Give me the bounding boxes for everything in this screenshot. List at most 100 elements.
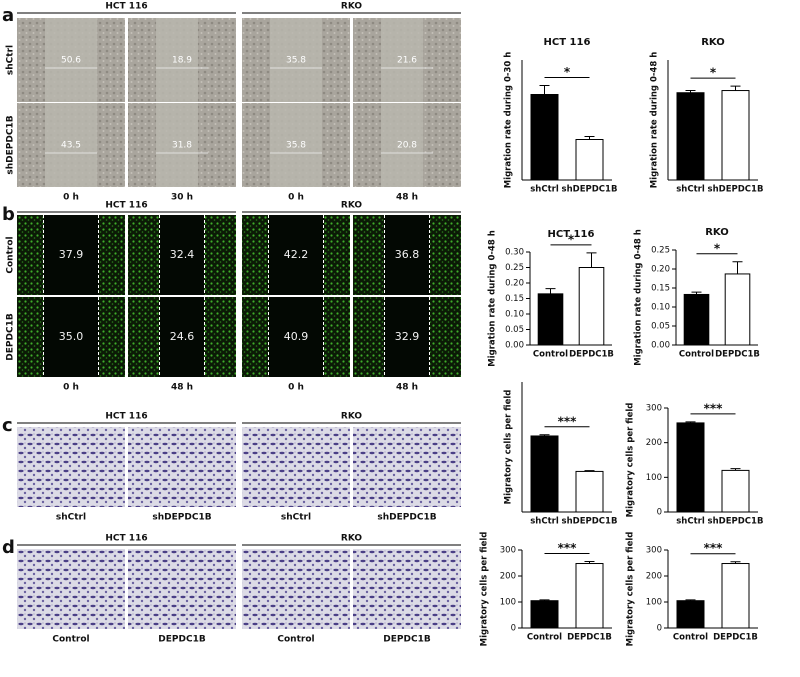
bar (575, 139, 604, 181)
y-tick-label: 0.30 (505, 248, 524, 258)
row-label: shDEPDC1B (6, 115, 16, 174)
bar (676, 422, 705, 513)
y-axis-label: Migration rate during 0-30 h (504, 52, 514, 189)
column-label: 30 h (171, 193, 193, 203)
y-tick-label: 0.15 (651, 284, 670, 294)
error-bar (539, 434, 550, 436)
y-axis-label: Migratory cells per field (626, 532, 636, 647)
x-tick-label: Control (533, 350, 568, 360)
wound-gap (384, 297, 430, 377)
x-tick-label: shCtrl (530, 517, 559, 527)
column-label: Control (277, 635, 314, 645)
wound-gap (43, 297, 99, 377)
gap-width: 36.8 (395, 248, 420, 261)
gap-width: 35.8 (286, 141, 306, 151)
gap-width: 24.6 (170, 330, 195, 343)
y-tick-label: 0.10 (505, 310, 524, 320)
y-tick-label: 0.15 (505, 294, 524, 304)
column-label: 0 h (288, 193, 304, 203)
bar (530, 94, 559, 181)
y-tick-label: 100 (646, 473, 662, 483)
column-label: Control (52, 635, 89, 645)
column-label: shDEPDC1B (152, 513, 211, 523)
bar (537, 293, 564, 346)
bar (575, 563, 604, 629)
wound-gap (268, 215, 324, 295)
error-bar (539, 599, 550, 601)
chart-title: HCT 116 (544, 37, 591, 48)
gap-width: 32.9 (395, 330, 420, 343)
error-bar (685, 421, 696, 423)
wound-gap (381, 103, 423, 187)
y-tick-label: 300 (646, 546, 662, 556)
micrograph (17, 427, 125, 507)
x-tick-label: shDEPDC1B (708, 185, 764, 195)
wound-gap (45, 103, 97, 187)
row-label: Control (6, 236, 16, 273)
y-axis-label: Migratory cells per field (480, 532, 490, 647)
error-bar (584, 560, 595, 564)
x-tick-label: Control (679, 350, 714, 360)
x-tick-label: DEPDC1B (713, 633, 758, 643)
group-label: RKO (341, 412, 363, 422)
y-tick-label: 0 (657, 508, 662, 518)
column-label: 48 h (171, 383, 193, 393)
wound-gap (159, 297, 205, 377)
group-label: RKO (341, 2, 363, 12)
gap-width: 40.9 (284, 330, 309, 343)
column-label: DEPDC1B (158, 635, 206, 645)
bar (721, 90, 750, 181)
y-tick-label: 0.10 (651, 303, 670, 313)
error-bar (586, 252, 597, 268)
wound-gap (381, 18, 423, 102)
y-tick-label: 0.05 (651, 322, 670, 332)
y-axis-label: Migratory cells per field (626, 403, 636, 518)
bar (530, 600, 559, 629)
x-tick-label: DEPDC1B (569, 350, 614, 360)
error-bar (545, 288, 556, 294)
error-bar (685, 90, 696, 93)
gap-width: 35.8 (286, 56, 306, 66)
wound-gap (268, 297, 324, 377)
bar (575, 470, 604, 513)
error-bar (685, 599, 696, 601)
bar (676, 92, 705, 181)
error-bar (539, 85, 550, 95)
x-tick-label: Control (673, 633, 708, 643)
micrograph (353, 549, 461, 629)
column-label: shDEPDC1B (377, 513, 436, 523)
error-bar (584, 470, 595, 472)
x-tick-label: shCtrl (676, 185, 705, 195)
bar (721, 563, 750, 629)
significance: *** (558, 414, 578, 428)
x-tick-label: shCtrl (530, 185, 559, 195)
column-label: 0 h (288, 383, 304, 393)
x-tick-label: Control (527, 633, 562, 643)
bar (724, 273, 751, 346)
significance: *** (558, 541, 578, 555)
bar (676, 600, 705, 629)
micrograph (17, 549, 125, 629)
group-label: HCT 116 (105, 2, 147, 12)
x-tick-label: shCtrl (676, 517, 705, 527)
significance: *** (704, 541, 724, 555)
chart-title: RKO (701, 37, 725, 48)
wound-gap (270, 18, 322, 102)
chart-title: HCT 116 (548, 229, 595, 240)
x-tick-label: DEPDC1B (715, 350, 760, 360)
panel-label: c (2, 415, 13, 436)
x-tick-label: shDEPDC1B (562, 517, 618, 527)
y-axis-label: Migration rate during 0-48 h (488, 230, 498, 367)
wound-gap (270, 103, 322, 187)
wound-gap (384, 215, 430, 295)
x-tick-label: shDEPDC1B (708, 517, 764, 527)
row-label: DEPDC1B (6, 313, 16, 361)
significance: * (564, 65, 571, 79)
bar (578, 267, 605, 346)
micrograph (242, 549, 350, 629)
column-label: 48 h (396, 383, 418, 393)
gap-width: 18.9 (172, 56, 192, 66)
gap-width: 37.9 (59, 248, 84, 261)
y-tick-label: 0.25 (505, 263, 524, 273)
